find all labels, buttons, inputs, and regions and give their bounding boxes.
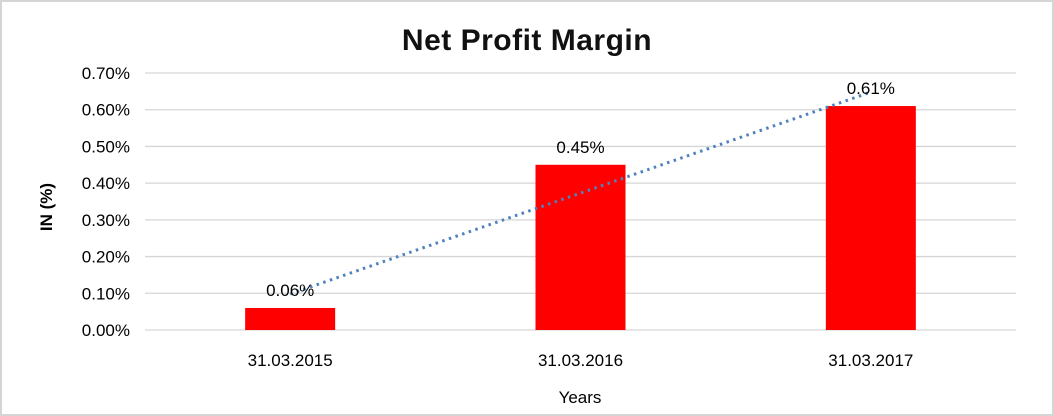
bar-data-label: 0.06% [266,281,314,300]
y-tick-label: 0.20% [82,248,130,267]
y-tick-label: 0.60% [82,101,130,120]
x-tick-label: 31.03.2017 [828,351,913,370]
x-tick-label: 31.03.2016 [538,351,623,370]
trendline [289,90,872,296]
bar [245,307,336,330]
chart-title: Net Profit Margin [401,24,653,57]
bar-data-label: 0.45% [556,138,604,157]
y-tick-label: 0.10% [82,284,130,303]
y-tick-label: 0.50% [82,137,130,156]
bar-data-label: 0.61% [847,79,895,98]
x-tick-label: 31.03.2015 [248,351,333,370]
bar [825,106,916,331]
y-tick-label: 0.00% [82,321,130,340]
y-tick-label: 0.70% [82,64,130,83]
bar [535,164,626,330]
y-tick-label: 0.30% [82,211,130,230]
y-tick-label: 0.40% [82,174,130,193]
x-axis-title: Years [558,388,602,407]
